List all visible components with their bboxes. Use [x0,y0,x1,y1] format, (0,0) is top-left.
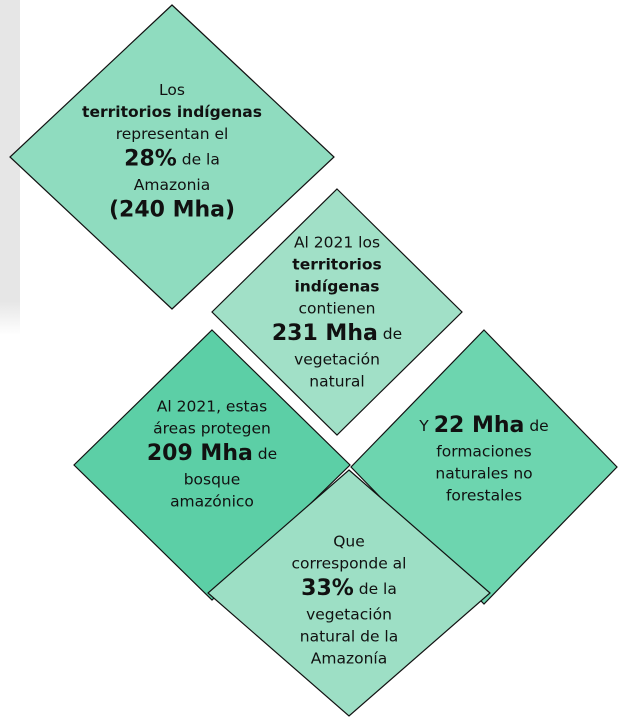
text-segment: Amazonia [134,176,210,194]
text-segment: indígenas [294,277,379,295]
text-segment: forestales [446,486,522,504]
side-strip [0,0,20,335]
text-line: 33% de la [301,576,397,601]
text-segment: amazónico [170,492,254,510]
text-segment: 231 Mha [272,321,378,346]
text-segment: natural de la [300,627,398,645]
diamonds: Los territorios indígenas representan el 28… [9,4,618,717]
text-line: Amazonia [134,176,210,194]
text-segment: natural [309,372,364,390]
text-segment: de la [354,580,397,598]
text-line: bosque [184,470,241,488]
diamond-card: Al 2021 los territorios indígenas contienen… [211,188,463,436]
diamond [211,188,463,436]
text-line: natural [309,372,364,390]
text-segment: formaciones [436,442,531,460]
text-line: natural de la [300,627,398,645]
text-line: áreas protegen [153,419,271,437]
text-segment: contienen [299,299,376,317]
text-segment: de [378,325,402,343]
text-segment: bosque [184,470,241,488]
text-segment: Y [418,417,433,435]
text-segment: representan el [116,125,229,143]
text-line: indígenas [294,277,379,295]
diamond-card: Los territorios indígenas representan el 28… [9,4,335,310]
text-segment: de [253,445,277,463]
text-line: representan el [116,125,229,143]
text-line: Al 2021 los [294,233,380,251]
text-segment: territorios indígenas [82,103,262,121]
text-segment: de [524,417,548,435]
text-line: (240 Mha) [109,198,235,223]
text-segment: Que [333,532,365,550]
text-line: 231 Mha de [272,321,402,346]
text-segment: territorios [292,255,381,273]
text-segment: Amazonía [311,649,387,667]
text-segment: naturales no [435,464,532,482]
text-segment: Los [159,81,185,99]
text-segment: 209 Mha [147,441,253,466]
text-segment: 33% [301,576,354,601]
text-line: Los [159,81,185,99]
text-line: naturales no [435,464,532,482]
text-segment: Al 2021, estas [157,397,267,415]
text-line: contienen [299,299,376,317]
text-line: vegetación [306,605,392,623]
text-line: Y 22 Mha de [418,413,548,438]
text-line: Al 2021, estas [157,397,267,415]
text-segment: vegetación [306,605,392,623]
text-line: formaciones [436,442,531,460]
text-segment: (240 Mha) [109,198,235,223]
text-line: 28% de la [124,147,220,172]
text-segment: de la [177,150,220,168]
text-segment: corresponde al [291,554,406,572]
text-segment: 22 Mha [434,413,525,438]
text-line: 209 Mha de [147,441,277,466]
diamond [9,4,335,310]
text-line: territorios indígenas [82,103,262,121]
text-segment: vegetación [294,350,380,368]
text-segment: Al 2021 los [294,233,380,251]
diamond [207,469,491,717]
text-line: Amazonía [311,649,387,667]
text-line: vegetación [294,350,380,368]
text-line: forestales [446,486,522,504]
text-line: corresponde al [291,554,406,572]
text-line: Que [333,532,365,550]
text-line: territorios [292,255,381,273]
text-segment: 28% [124,147,177,172]
text-segment: áreas protegen [153,419,271,437]
diamond-card: Que corresponde al 33% de la vegetación natu… [207,469,491,717]
text-line: amazónico [170,492,254,510]
